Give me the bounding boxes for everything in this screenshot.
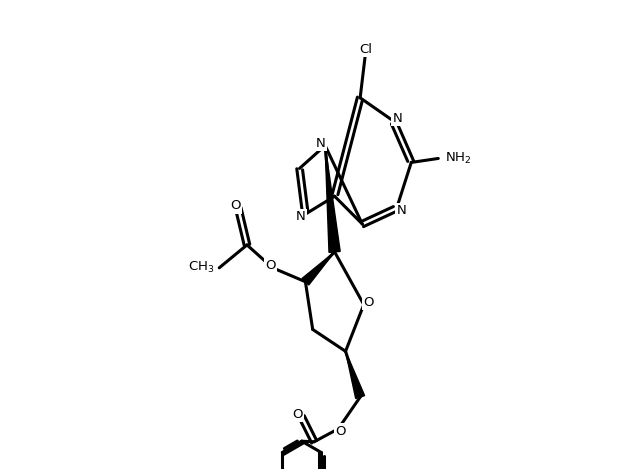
Text: NH$_2$: NH$_2$ xyxy=(445,151,472,166)
Polygon shape xyxy=(302,252,335,285)
Text: N: N xyxy=(296,210,306,223)
Text: N: N xyxy=(316,137,325,150)
Polygon shape xyxy=(325,146,340,252)
Text: O: O xyxy=(335,425,346,438)
Text: O: O xyxy=(292,408,302,421)
Polygon shape xyxy=(346,351,365,399)
Text: O: O xyxy=(265,259,275,272)
Text: CH$_3$: CH$_3$ xyxy=(188,260,214,275)
Text: O: O xyxy=(364,296,374,309)
Text: O: O xyxy=(230,199,241,212)
Text: N: N xyxy=(393,112,403,125)
Text: N: N xyxy=(396,204,406,217)
Text: Cl: Cl xyxy=(360,43,372,55)
